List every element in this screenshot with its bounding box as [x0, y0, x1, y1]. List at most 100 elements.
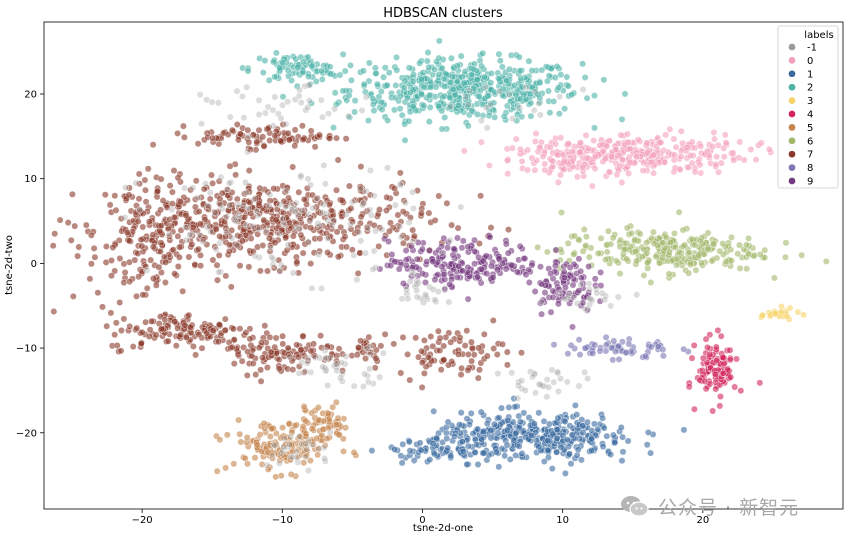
data-point	[457, 371, 465, 378]
data-point	[425, 63, 433, 71]
data-point	[198, 120, 206, 128]
data-point	[353, 351, 361, 359]
data-point	[399, 333, 407, 341]
data-point	[318, 67, 326, 75]
data-point	[437, 366, 445, 374]
data-point	[471, 236, 478, 244]
data-point	[623, 255, 631, 263]
data-point	[116, 299, 124, 306]
data-point	[245, 263, 253, 271]
data-point	[691, 168, 699, 176]
data-point	[275, 256, 283, 264]
data-point	[518, 157, 526, 165]
y-axis-label: tsne-2d-two	[4, 235, 15, 295]
data-point	[719, 369, 727, 377]
data-point	[495, 50, 503, 58]
data-point	[141, 176, 149, 184]
data-point	[440, 234, 448, 242]
data-point	[191, 261, 199, 268]
data-point	[357, 213, 365, 221]
data-point	[379, 349, 387, 357]
data-point	[591, 92, 598, 100]
data-point	[410, 71, 417, 78]
data-point	[275, 230, 283, 238]
data-point	[267, 244, 274, 252]
data-point	[197, 193, 205, 201]
data-point	[99, 303, 106, 311]
data-point	[197, 262, 205, 270]
data-point	[588, 182, 596, 190]
data-point	[243, 371, 251, 379]
data-point	[278, 226, 286, 234]
data-point	[681, 241, 689, 249]
data-point	[287, 433, 295, 441]
data-point	[231, 217, 239, 225]
data-point	[610, 337, 618, 345]
data-point	[503, 157, 511, 164]
data-point	[679, 139, 686, 147]
data-point	[244, 148, 252, 156]
data-point	[585, 145, 592, 153]
data-point	[532, 389, 539, 397]
data-point	[180, 133, 188, 141]
data-point	[335, 431, 343, 439]
data-point	[633, 291, 641, 299]
data-point	[239, 202, 247, 210]
data-point	[174, 324, 182, 332]
data-point	[600, 76, 608, 84]
data-point	[330, 124, 337, 132]
data-point	[495, 414, 503, 422]
data-point	[323, 435, 331, 443]
data-point	[259, 69, 267, 77]
data-point	[585, 253, 593, 261]
data-point	[530, 106, 538, 114]
data-point	[350, 251, 358, 259]
data-point	[712, 385, 720, 393]
data-point	[696, 161, 704, 169]
data-point	[198, 344, 206, 352]
data-point	[245, 132, 253, 140]
data-point	[307, 224, 315, 232]
data-point	[513, 268, 521, 276]
data-point	[800, 311, 807, 319]
data-point	[685, 383, 693, 391]
data-point	[351, 97, 359, 105]
data-point	[302, 440, 310, 448]
data-point	[377, 88, 385, 95]
data-point	[219, 205, 226, 213]
data-point	[413, 293, 421, 301]
data-point	[245, 167, 253, 175]
legend-marker	[788, 83, 796, 92]
data-point	[233, 195, 241, 203]
data-point	[350, 449, 358, 456]
data-point	[365, 77, 373, 85]
data-point	[470, 65, 478, 73]
data-point	[301, 367, 309, 375]
data-point	[548, 465, 556, 472]
data-point	[372, 355, 380, 362]
legend-marker	[788, 123, 796, 132]
data-point	[403, 286, 410, 294]
data-point	[209, 134, 216, 142]
data-point	[404, 350, 411, 358]
data-point	[458, 438, 466, 445]
data-point	[484, 92, 492, 100]
data-point	[297, 231, 305, 239]
legend-label: 9	[807, 177, 813, 188]
data-point	[386, 227, 393, 235]
x-axis-label: tsne-2d-one	[413, 523, 473, 534]
data-point	[447, 54, 455, 62]
data-point	[584, 375, 591, 382]
data-point	[279, 332, 286, 340]
data-point	[216, 436, 224, 444]
data-point	[135, 273, 143, 281]
data-point	[251, 454, 259, 462]
data-point	[622, 349, 630, 356]
data-point	[215, 177, 223, 185]
data-point	[771, 274, 778, 282]
data-point	[447, 102, 455, 110]
data-point	[508, 144, 516, 152]
data-point	[555, 178, 562, 186]
data-point	[756, 379, 764, 387]
data-point	[297, 346, 305, 354]
